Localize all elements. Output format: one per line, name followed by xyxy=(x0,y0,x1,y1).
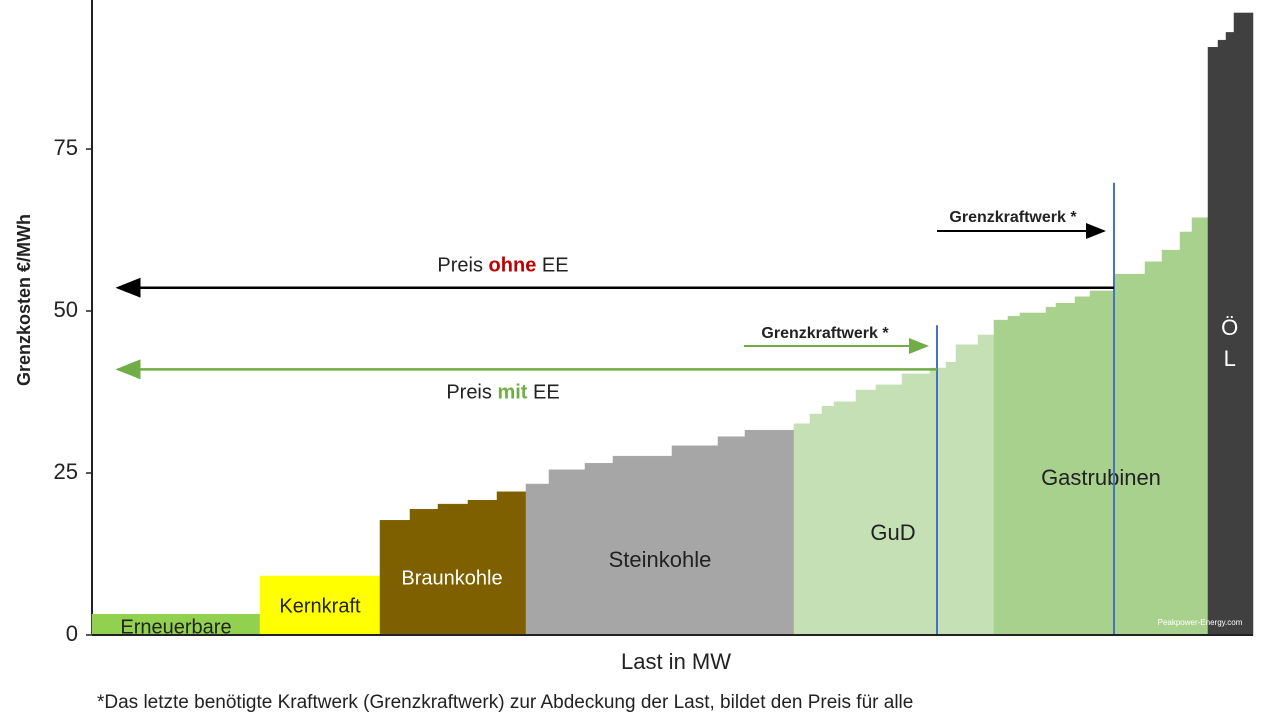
bar-segment xyxy=(671,445,719,636)
price-label-part: EE xyxy=(536,255,568,277)
bar-segment xyxy=(793,423,811,636)
series-label: Kernkraft xyxy=(279,595,361,617)
marginal-label: Grenzkraftwerk * xyxy=(949,209,1077,226)
series-label: ÖL xyxy=(1217,315,1242,377)
x-axis-label: Last in MW xyxy=(621,649,731,674)
price-label-part: ohne xyxy=(489,255,537,277)
series-label: Braunkohle xyxy=(401,567,502,589)
bar-segment xyxy=(1161,249,1181,636)
bar-segment xyxy=(1179,231,1193,636)
bar-segment xyxy=(1019,312,1047,636)
footnote: *Das letzte benötigte Kraftwerk (Grenzkr… xyxy=(97,692,913,713)
y-tick-label: 0 xyxy=(66,621,78,646)
bar-segment xyxy=(525,483,550,636)
bar-segment xyxy=(744,429,795,636)
bar-segment xyxy=(955,344,979,636)
bar-segment xyxy=(259,575,381,636)
bar-segment xyxy=(612,455,673,636)
bar-segment xyxy=(548,469,586,636)
bar-segment xyxy=(496,491,527,636)
bar-segment xyxy=(993,319,1009,636)
bar-segment xyxy=(409,509,439,636)
bar-segment xyxy=(977,334,995,636)
watermark: Peakpower-Energy.com xyxy=(1158,618,1243,627)
bar-segment xyxy=(584,463,614,636)
y-tick-label: 75 xyxy=(54,135,78,160)
price-label: Preis ohne EE xyxy=(437,255,568,277)
bar-segment xyxy=(1114,273,1146,636)
price-label-part: mit xyxy=(497,382,527,404)
bar-segment xyxy=(855,389,877,636)
bar-segment xyxy=(945,361,957,636)
bar-segment xyxy=(809,413,823,636)
bar-segment xyxy=(1089,290,1116,636)
price-label-part: EE xyxy=(527,382,559,404)
y-tick-label: 25 xyxy=(54,459,78,484)
y-axis-label: Grenzkosten €/MWh xyxy=(14,214,34,386)
bar-segment xyxy=(901,373,931,636)
bar-segment xyxy=(1144,261,1163,636)
bar-segment xyxy=(821,406,835,636)
price-label-part: Preis xyxy=(437,255,488,277)
series-label: Gastrubinen xyxy=(1041,465,1161,490)
bar-segment xyxy=(379,520,411,636)
marginal-label: Grenzkraftwerk * xyxy=(761,325,889,342)
series-label: Erneuerbare xyxy=(120,616,231,638)
bar-segment xyxy=(717,436,746,636)
series-label: GuD xyxy=(870,520,915,545)
bar-segment xyxy=(875,384,903,636)
y-tick-label: 50 xyxy=(54,297,78,322)
price-label: Preis mit EE xyxy=(446,382,559,404)
bar-segment xyxy=(1191,217,1209,636)
series-label: Steinkohle xyxy=(609,547,712,572)
bar-segment xyxy=(1007,315,1021,636)
price-label-part: Preis xyxy=(446,382,497,404)
bar-segment xyxy=(833,401,857,636)
